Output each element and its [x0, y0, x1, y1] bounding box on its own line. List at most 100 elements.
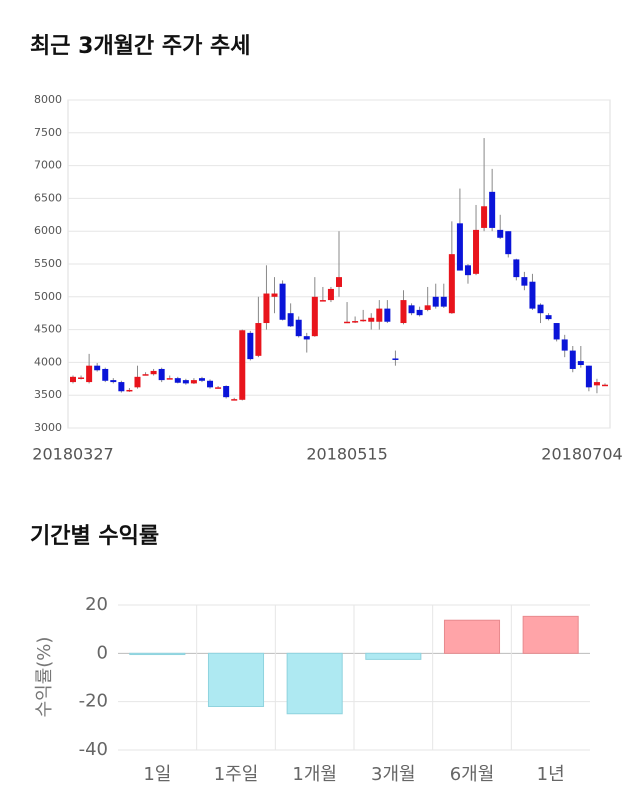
candle-body	[279, 283, 286, 320]
candle-body	[545, 315, 552, 320]
candle-body	[456, 223, 463, 271]
x-tick-label: 20180515	[306, 445, 387, 464]
candle-body	[553, 323, 560, 340]
candle-body	[166, 378, 173, 380]
chart-title: 기간별 수익률	[30, 524, 159, 549]
candle-body	[215, 387, 222, 389]
candle-body	[223, 386, 230, 398]
candle-body	[440, 296, 447, 307]
candle-body	[392, 358, 399, 360]
y-tick-label: 4000	[34, 355, 62, 368]
candle-body	[207, 380, 214, 388]
candle-body	[134, 376, 141, 388]
y-tick-label: 7500	[34, 126, 62, 139]
chart-title: 최근 3개월간 주가 추세	[30, 34, 250, 59]
x-tick-label: 1일	[143, 764, 171, 785]
candle-body	[464, 265, 471, 276]
y-axis-label: 수익률(%)	[34, 637, 55, 718]
candle-body	[78, 377, 85, 379]
candle-body	[577, 361, 584, 366]
y-tick-label: 6000	[34, 224, 62, 237]
y-tick-label: 8000	[34, 93, 62, 106]
candle-body	[327, 288, 334, 301]
candle-body	[198, 378, 205, 381]
candle-body	[561, 339, 568, 351]
candle-body	[239, 330, 246, 400]
candle-body	[94, 365, 101, 371]
candle-body	[231, 399, 238, 401]
candle-body	[190, 380, 197, 384]
y-tick-label: 0	[97, 642, 108, 663]
candle-body	[432, 296, 439, 307]
candle-body	[126, 389, 133, 392]
candle-body	[513, 259, 520, 278]
x-tick-label: 1주일	[214, 764, 259, 785]
candle-body	[416, 309, 423, 316]
y-tick-label: 3000	[34, 421, 62, 434]
bar	[129, 652, 186, 656]
candle-body	[489, 191, 496, 228]
candle-body	[303, 336, 310, 340]
candle-body	[158, 368, 165, 381]
candle-body	[529, 281, 536, 309]
candle-body	[505, 231, 512, 255]
candle-body	[569, 350, 576, 369]
candle-body	[344, 321, 351, 324]
candle-body	[271, 293, 278, 297]
candle-body	[376, 308, 383, 322]
candle-body	[448, 254, 455, 314]
candle-body	[255, 323, 262, 356]
candle-body	[384, 308, 391, 322]
candle-body	[537, 304, 544, 314]
candle-body	[86, 365, 93, 383]
candle-body	[287, 313, 294, 327]
candle-body	[602, 384, 608, 387]
candle-body	[263, 293, 270, 324]
bar	[443, 619, 501, 654]
candle-body	[110, 380, 117, 383]
candle-body	[142, 374, 149, 376]
y-tick-label: 4500	[34, 323, 62, 336]
x-tick-label: 6개월	[450, 764, 495, 785]
candle-body	[360, 319, 367, 322]
candle-body	[174, 378, 181, 383]
x-tick-label: 20180704	[541, 445, 622, 464]
candle-body	[247, 332, 254, 360]
x-tick-label: 1개월	[292, 764, 337, 785]
y-tick-label: 5500	[34, 257, 62, 270]
candle-body	[118, 382, 125, 392]
candle-body	[473, 229, 480, 274]
candle-body	[102, 368, 109, 381]
bar	[286, 652, 343, 715]
y-tick-label: -20	[79, 691, 108, 712]
candle-body	[311, 296, 318, 337]
candle-body	[295, 319, 302, 337]
candle-body	[408, 305, 415, 314]
candle-body	[352, 321, 359, 323]
bar	[522, 615, 579, 654]
candle-body	[593, 382, 600, 386]
candle-body	[497, 229, 504, 238]
x-tick-label: 1년	[537, 764, 565, 785]
y-tick-label: -40	[79, 739, 108, 760]
candle-body	[319, 300, 326, 302]
y-tick-label: 20	[85, 594, 108, 615]
y-tick-label: 7000	[34, 159, 62, 172]
candle-body	[182, 380, 189, 384]
x-tick-label: 20180327	[32, 445, 113, 464]
candle-body	[481, 206, 488, 228]
bar	[207, 652, 265, 707]
candle-body	[424, 305, 431, 310]
candle-body	[336, 277, 342, 287]
y-tick-label: 6500	[34, 191, 62, 204]
y-tick-label: 3500	[34, 388, 62, 401]
bar	[365, 652, 422, 660]
candle-body	[368, 317, 375, 322]
candle-body	[70, 376, 76, 383]
candle-body	[400, 300, 407, 324]
candle-body	[150, 370, 157, 375]
y-tick-label: 5000	[34, 290, 62, 303]
candle-body	[585, 365, 592, 388]
